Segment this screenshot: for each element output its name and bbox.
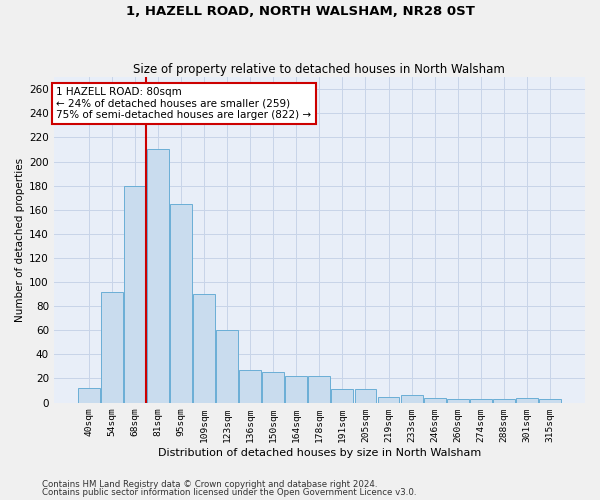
Bar bbox=[170, 204, 192, 402]
X-axis label: Distribution of detached houses by size in North Walsham: Distribution of detached houses by size … bbox=[158, 448, 481, 458]
Bar bbox=[78, 388, 100, 402]
Bar bbox=[147, 150, 169, 402]
Title: Size of property relative to detached houses in North Walsham: Size of property relative to detached ho… bbox=[133, 63, 505, 76]
Bar bbox=[308, 376, 331, 402]
Bar bbox=[331, 390, 353, 402]
Bar bbox=[377, 396, 400, 402]
Bar bbox=[447, 399, 469, 402]
Bar bbox=[216, 330, 238, 402]
Bar bbox=[262, 372, 284, 402]
Text: Contains HM Land Registry data © Crown copyright and database right 2024.: Contains HM Land Registry data © Crown c… bbox=[42, 480, 377, 489]
Bar bbox=[239, 370, 261, 402]
Bar bbox=[193, 294, 215, 403]
Bar bbox=[286, 376, 307, 402]
Text: 1 HAZELL ROAD: 80sqm
← 24% of detached houses are smaller (259)
75% of semi-deta: 1 HAZELL ROAD: 80sqm ← 24% of detached h… bbox=[56, 87, 311, 120]
Bar bbox=[493, 399, 515, 402]
Bar bbox=[539, 399, 561, 402]
Text: 1, HAZELL ROAD, NORTH WALSHAM, NR28 0ST: 1, HAZELL ROAD, NORTH WALSHAM, NR28 0ST bbox=[125, 5, 475, 18]
Bar bbox=[424, 398, 446, 402]
Bar bbox=[470, 399, 491, 402]
Text: Contains public sector information licensed under the Open Government Licence v3: Contains public sector information licen… bbox=[42, 488, 416, 497]
Bar bbox=[401, 396, 422, 402]
Bar bbox=[101, 292, 123, 403]
Bar bbox=[355, 390, 376, 402]
Bar bbox=[516, 398, 538, 402]
Bar bbox=[124, 186, 146, 402]
Y-axis label: Number of detached properties: Number of detached properties bbox=[15, 158, 25, 322]
